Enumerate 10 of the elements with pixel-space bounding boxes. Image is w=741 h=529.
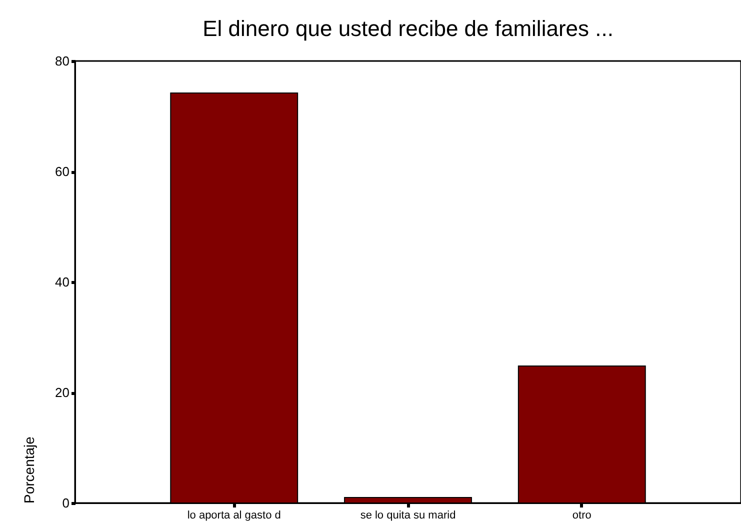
x-tick-label: otro: [572, 510, 592, 522]
y-axis-title: Porcentaje: [21, 436, 38, 504]
y-tick-label: 80: [55, 54, 70, 68]
y-tick-label: 60: [55, 164, 70, 179]
y-tick-label: 0: [62, 496, 70, 510]
x-tick-label: lo aporta al gasto d: [187, 510, 281, 522]
y-tick-label: 40: [55, 274, 70, 290]
y-tick-label: 20: [55, 385, 70, 400]
chart-title: El dinero que usted recibe de familiares ...: [202, 16, 614, 41]
x-tick-label: se lo quita su marid: [360, 510, 456, 522]
